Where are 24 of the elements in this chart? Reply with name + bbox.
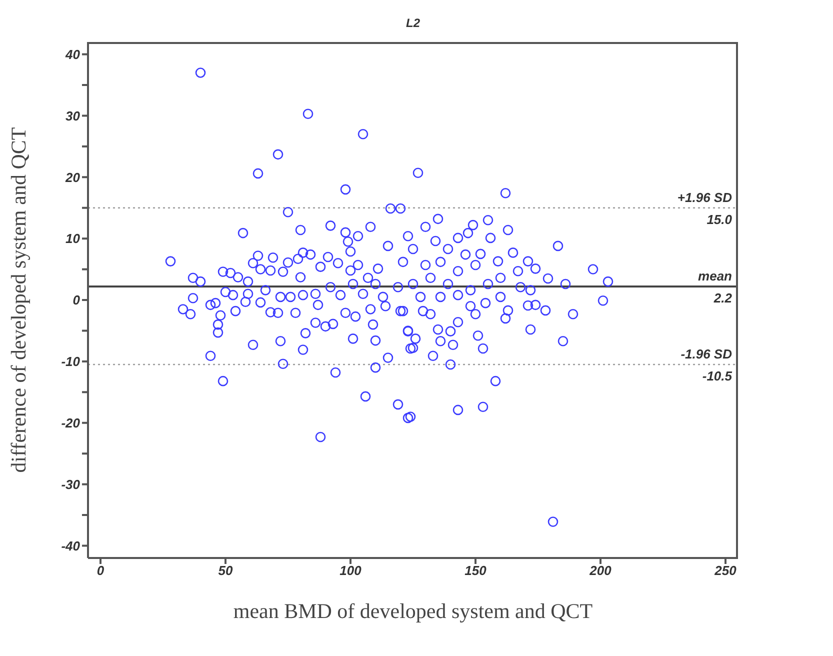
y-tick-label: -30 <box>61 476 81 492</box>
y-tick-label: 0 <box>72 292 81 308</box>
y-tick-label: -20 <box>61 415 81 430</box>
x-tick-label: 150 <box>464 563 488 578</box>
annotation: 15.0 <box>706 212 733 227</box>
ref-line-label: -1.96 SD <box>680 346 733 362</box>
x-tick-label: 100 <box>340 563 362 578</box>
y-tick-label: 20 <box>64 170 81 185</box>
annotation: 2.2 <box>712 290 733 306</box>
x-tick-label: 50 <box>218 563 234 578</box>
x-tick-label: 200 <box>588 563 612 578</box>
y-tick-label: -40 <box>61 538 81 554</box>
y-tick-label: 10 <box>66 231 81 246</box>
annotation: -10.5 <box>702 368 733 384</box>
x-tick-label: 0 <box>96 563 105 578</box>
y-tick-label: 30 <box>66 108 81 124</box>
ref-line-label: +1.96 SD <box>677 190 733 205</box>
x-axis-title: mean BMD of developed system and QCT <box>233 599 593 623</box>
y-tick-label: -10 <box>61 354 81 370</box>
y-tick-label: 40 <box>64 46 81 62</box>
x-tick-label: 250 <box>714 563 738 578</box>
y-axis-title: difference of developed system and QCT <box>6 127 30 473</box>
chart-title: L2 <box>404 16 421 30</box>
ref-line-label: mean <box>698 268 732 284</box>
